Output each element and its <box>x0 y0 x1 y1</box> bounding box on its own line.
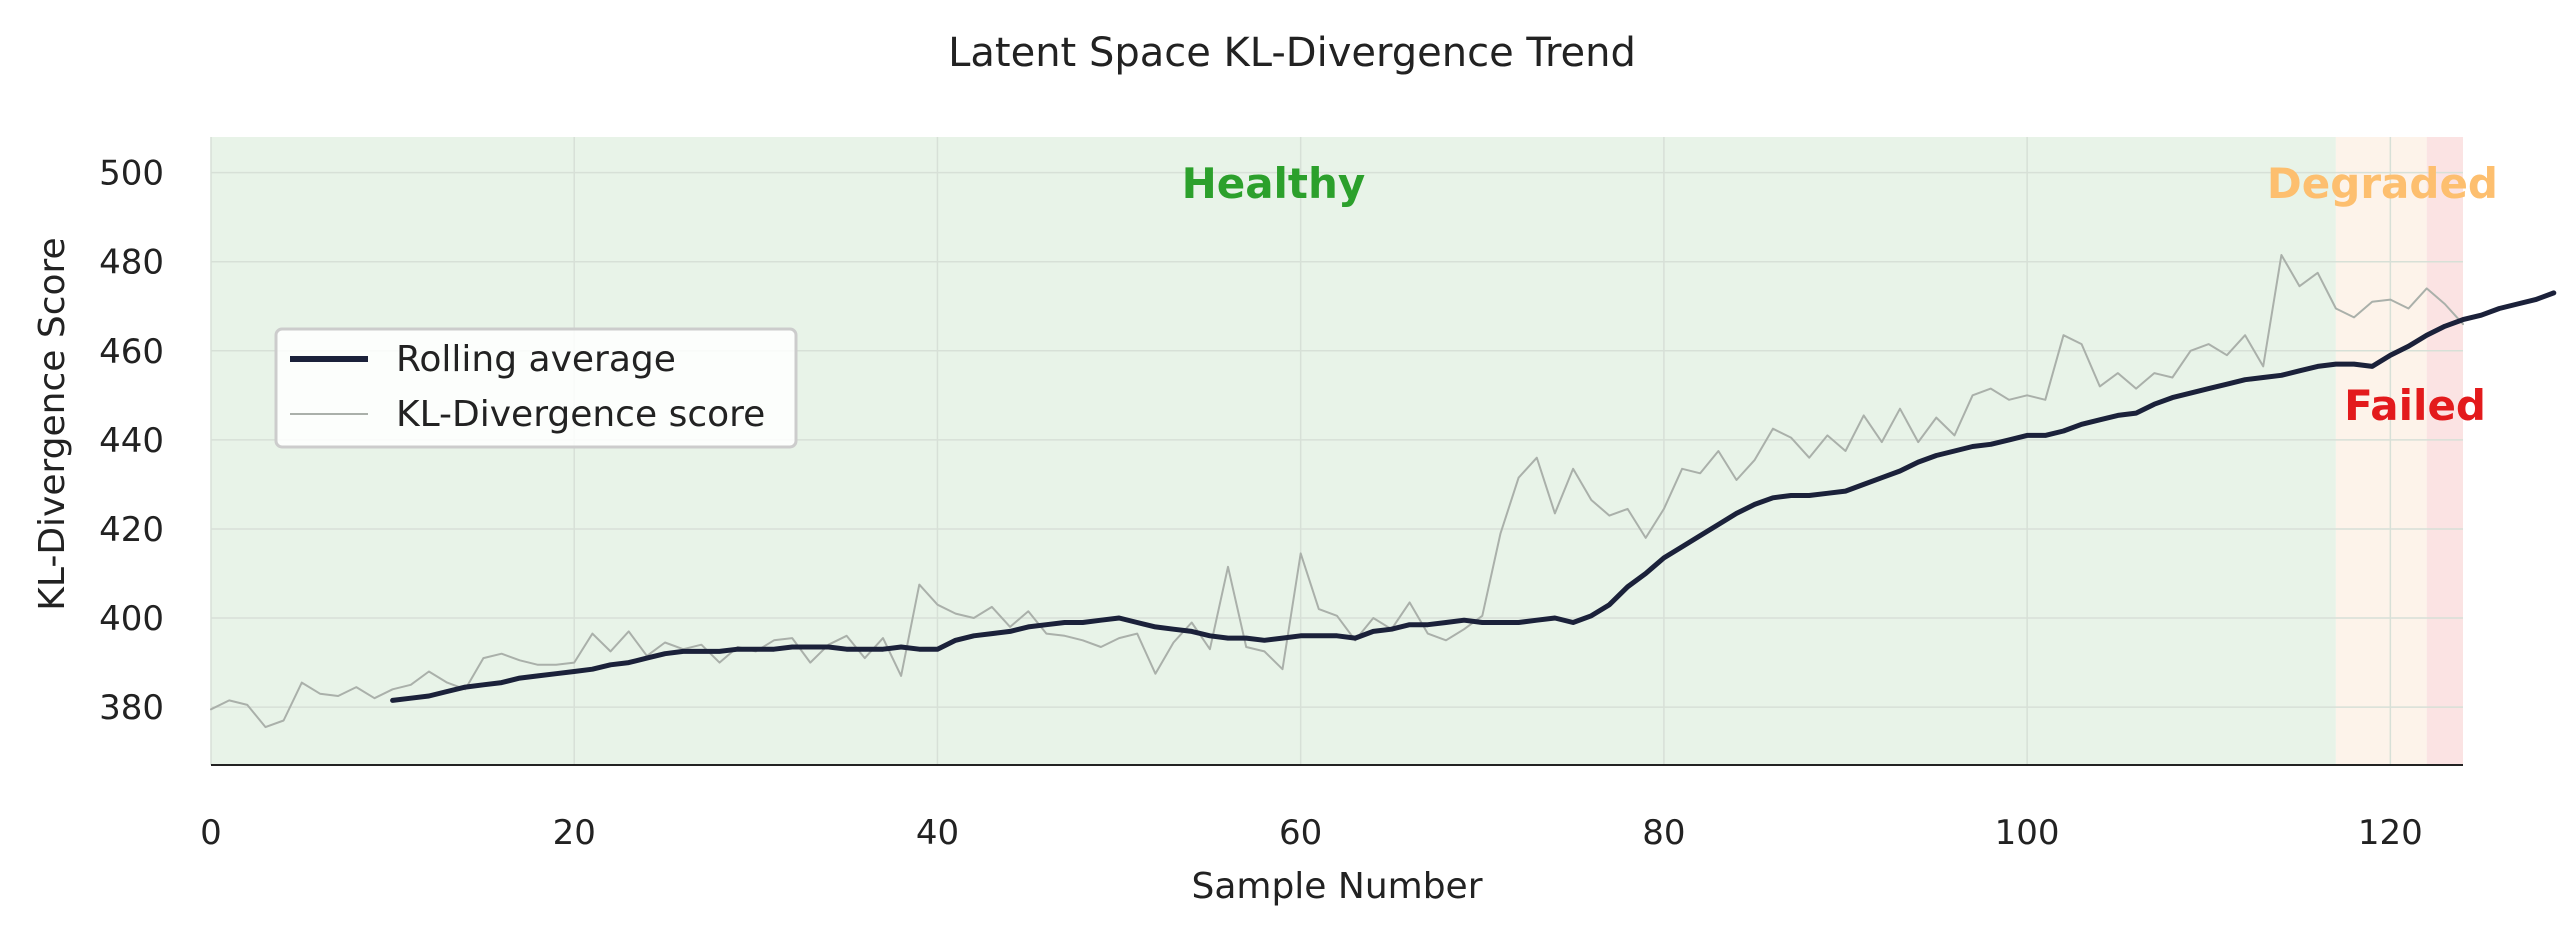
background-zones <box>211 137 2463 765</box>
y-tick-label: 460 <box>99 332 164 372</box>
zone-degraded <box>2335 137 2427 765</box>
x-axis-ticks: 0 20 40 60 80 100 120 <box>200 813 2423 853</box>
x-tick-label: 120 <box>2358 813 2423 853</box>
y-axis-title: KL-Divergence Score <box>32 237 73 610</box>
zone-label-failed: Failed <box>2344 381 2486 430</box>
series-line-rolling-average <box>390 290 2557 703</box>
chart-title: Latent Space KL-Divergence Trend <box>948 30 1636 76</box>
legend-label-rolling-average: Rolling average <box>396 339 676 380</box>
y-tick-label: 400 <box>99 599 164 639</box>
zone-label-degraded: Degraded <box>2267 159 2498 208</box>
y-tick-label: 500 <box>99 154 164 194</box>
zone-failed <box>2426 137 2463 765</box>
zone-label-healthy: Healthy <box>1182 159 1366 208</box>
legend-box <box>274 327 798 449</box>
x-tick-label: 40 <box>916 813 959 853</box>
x-tick-label: 80 <box>1642 813 1685 853</box>
y-tick-label: 380 <box>99 688 164 728</box>
y-tick-label: 440 <box>99 421 164 461</box>
x-tick-label: 20 <box>553 813 596 853</box>
x-tick-label: 0 <box>200 813 222 853</box>
zone-labels: Healthy Degraded Failed <box>1182 159 2498 430</box>
x-tick-label: 100 <box>1995 813 2060 853</box>
series-line-kl-divergence-score <box>210 254 2464 729</box>
zone-healthy <box>211 137 2336 765</box>
x-axis-title: Sample Number <box>1191 866 1482 907</box>
y-tick-label: 480 <box>99 243 164 283</box>
legend: Rolling average KL-Divergence score <box>274 327 798 449</box>
legend-label-kl-divergence-score: KL-Divergence score <box>396 394 765 435</box>
series-lines <box>210 254 2557 729</box>
y-axis-ticks: 380 400 420 440 460 480 500 <box>99 154 164 728</box>
x-tick-label: 60 <box>1279 813 1322 853</box>
y-tick-label: 420 <box>99 510 164 550</box>
